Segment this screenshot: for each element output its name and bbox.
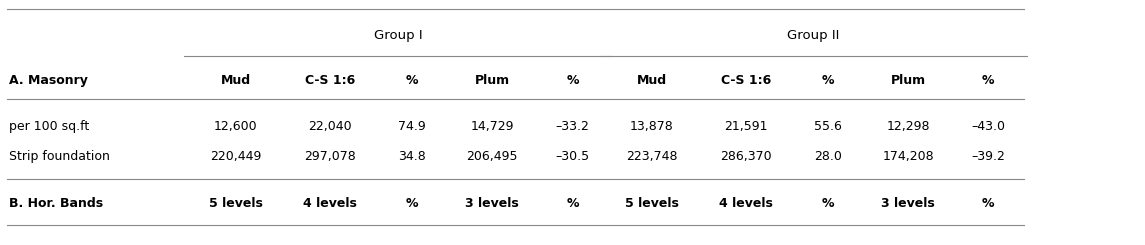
Text: C-S 1:6: C-S 1:6 <box>306 74 355 87</box>
Text: 28.0: 28.0 <box>814 150 842 163</box>
Text: 74.9: 74.9 <box>398 120 426 133</box>
Text: 206,495: 206,495 <box>467 150 518 163</box>
Text: –39.2: –39.2 <box>971 150 1005 163</box>
Text: %: % <box>567 197 578 210</box>
Text: Strip foundation: Strip foundation <box>9 150 110 163</box>
Text: 220,449: 220,449 <box>211 150 261 163</box>
Text: 4 levels: 4 levels <box>303 197 357 210</box>
Text: 4 levels: 4 levels <box>719 197 773 210</box>
Text: 223,748: 223,748 <box>626 150 677 163</box>
Text: C-S 1:6: C-S 1:6 <box>721 74 771 87</box>
Text: 174,208: 174,208 <box>882 150 934 163</box>
Text: 34.8: 34.8 <box>398 150 426 163</box>
Text: –33.2: –33.2 <box>555 120 590 133</box>
Text: 3 levels: 3 levels <box>466 197 519 210</box>
Text: 12,298: 12,298 <box>886 120 930 133</box>
Text: B. Hor. Bands: B. Hor. Bands <box>9 197 103 210</box>
Text: %: % <box>567 74 578 87</box>
Text: 14,729: 14,729 <box>471 120 514 133</box>
Text: Group I: Group I <box>373 29 423 42</box>
Text: 3 levels: 3 levels <box>882 197 934 210</box>
Text: 5 levels: 5 levels <box>208 197 263 210</box>
Text: %: % <box>822 74 834 87</box>
Text: %: % <box>406 74 418 87</box>
Text: 5 levels: 5 levels <box>624 197 679 210</box>
Text: per 100 sq.ft: per 100 sq.ft <box>9 120 89 133</box>
Text: 12,600: 12,600 <box>214 120 258 133</box>
Text: 55.6: 55.6 <box>814 120 842 133</box>
Text: %: % <box>406 197 418 210</box>
Text: Mud: Mud <box>637 74 666 87</box>
Text: 286,370: 286,370 <box>720 150 772 163</box>
Text: Plum: Plum <box>475 74 510 87</box>
Text: –43.0: –43.0 <box>971 120 1005 133</box>
Text: 22,040: 22,040 <box>308 120 353 133</box>
Text: 13,878: 13,878 <box>630 120 673 133</box>
Text: A. Masonry: A. Masonry <box>9 74 88 87</box>
Text: %: % <box>982 74 994 87</box>
Text: Mud: Mud <box>221 74 251 87</box>
Text: %: % <box>822 197 834 210</box>
Text: %: % <box>982 197 994 210</box>
Text: 297,078: 297,078 <box>305 150 356 163</box>
Text: Group II: Group II <box>788 29 839 42</box>
Text: Plum: Plum <box>891 74 925 87</box>
Text: 21,591: 21,591 <box>725 120 767 133</box>
Text: –30.5: –30.5 <box>555 150 590 163</box>
